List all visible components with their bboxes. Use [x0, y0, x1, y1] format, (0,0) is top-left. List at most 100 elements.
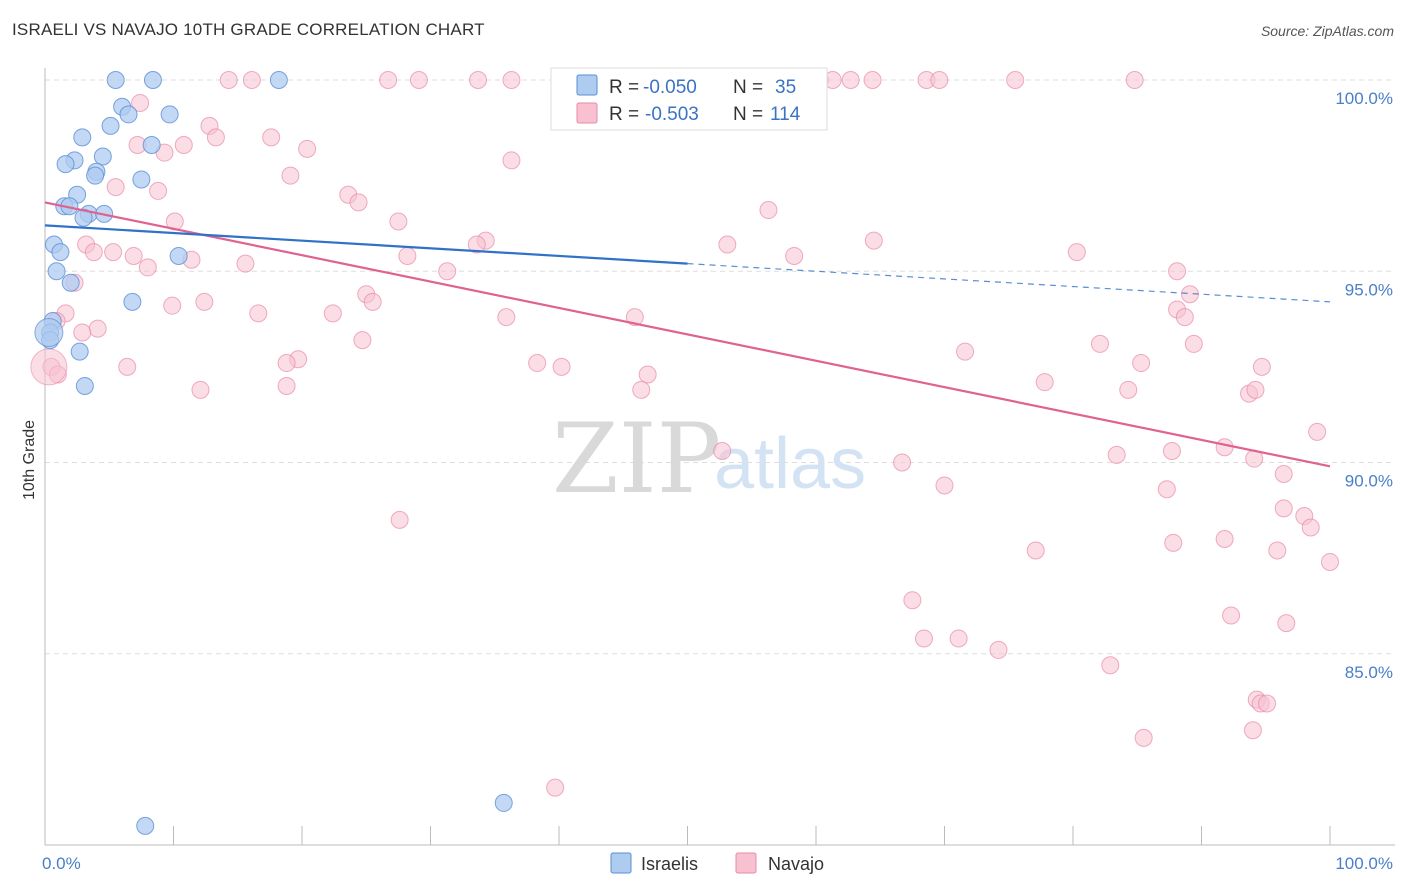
- y-tick-label: 85.0%: [1345, 663, 1393, 682]
- navajo-legend-swatch: [576, 102, 598, 124]
- navajo-point: [1067, 243, 1086, 262]
- israelis-point: [101, 116, 120, 135]
- navajo-point: [1175, 308, 1194, 327]
- navajo-point: [262, 128, 281, 147]
- navajo-point: [1006, 71, 1025, 89]
- navajo-point: [195, 292, 214, 311]
- israelis-r-value: -0.050: [643, 77, 697, 98]
- navajo-n-value: 114: [770, 104, 801, 125]
- grid-lines: [45, 79, 1395, 655]
- navajo-point: [1321, 552, 1339, 571]
- navajo-point: [632, 380, 651, 399]
- navajo-point: [281, 166, 300, 185]
- navajo-point: [1168, 262, 1187, 281]
- navajo-point: [84, 243, 103, 262]
- israelis-n-label: N =: [733, 77, 763, 98]
- navajo-point: [438, 262, 457, 281]
- navajo-point: [1246, 380, 1265, 399]
- navajo-point: [1184, 334, 1203, 353]
- israelis-trend-line: [44, 224, 688, 265]
- navajo-point: [1215, 530, 1234, 548]
- israelis-point: [75, 377, 94, 395]
- navajo-point: [863, 71, 882, 89]
- israelis-point: [73, 128, 92, 147]
- navajo-point: [219, 71, 238, 89]
- navajo-point: [118, 357, 137, 376]
- navajo-point: [1132, 354, 1151, 373]
- israelis-point: [93, 147, 112, 166]
- navajo-point: [1157, 480, 1176, 499]
- navajo-point: [1162, 442, 1181, 461]
- israelis-n-value: 35: [775, 77, 796, 98]
- israelis-point: [269, 71, 288, 89]
- navajo-trend-line: [44, 201, 1331, 468]
- navajo-point: [1107, 445, 1126, 464]
- navajo-point: [467, 235, 486, 254]
- navajo-point: [398, 246, 417, 265]
- navajo-point: [1125, 71, 1144, 89]
- israelis-point: [123, 292, 142, 311]
- navajo-point: [349, 193, 368, 212]
- navajo-point: [277, 377, 296, 395]
- navajo-point: [104, 243, 123, 262]
- israelis-points: [34, 71, 635, 835]
- navajo-point: [625, 308, 644, 327]
- navajo-point: [502, 71, 521, 89]
- israelis-trend-extension: [687, 263, 1331, 303]
- navajo-point: [935, 476, 954, 495]
- navajo-point: [409, 71, 428, 89]
- navajo-point: [949, 629, 968, 648]
- navajo-point: [353, 331, 372, 350]
- navajo-point: [638, 365, 657, 384]
- navajo-point: [930, 71, 949, 89]
- navajo-point: [1301, 518, 1320, 537]
- israelis-r-label: R =: [609, 77, 639, 98]
- israelis-point: [136, 816, 155, 835]
- navajo-bottom-swatch: [735, 852, 757, 874]
- israelis-point: [119, 105, 138, 124]
- israelis-point: [160, 105, 179, 124]
- navajo-point: [497, 308, 516, 327]
- navajo-r-value: -0.503: [645, 104, 699, 125]
- navajo-point: [389, 212, 408, 231]
- navajo-point: [1268, 541, 1287, 560]
- navajo-point: [956, 342, 975, 361]
- navajo-point: [1243, 721, 1262, 740]
- navajo-point: [528, 354, 547, 373]
- navajo-point: [1215, 438, 1234, 457]
- navajo-point: [893, 453, 912, 472]
- navajo-point: [242, 71, 261, 89]
- navajo-point: [1308, 422, 1327, 441]
- navajo-point: [718, 235, 737, 254]
- navajo-point: [1274, 499, 1293, 518]
- navajo-point: [174, 136, 193, 155]
- navajo-point: [469, 71, 488, 89]
- navajo-point: [390, 510, 409, 529]
- israelis-bottom-label: Israelis: [641, 854, 698, 874]
- israelis-point: [86, 166, 105, 185]
- navajo-point: [546, 778, 565, 797]
- israelis-legend-swatch: [576, 74, 598, 96]
- navajo-point: [138, 258, 157, 277]
- israelis-point: [143, 71, 162, 89]
- israelis-point: [494, 793, 513, 812]
- y-tick-label: 100.0%: [1335, 89, 1393, 108]
- x-tick-label: 0.0%: [42, 854, 81, 873]
- navajo-r-label: R =: [609, 104, 639, 125]
- navajo-point: [1101, 656, 1120, 675]
- tick-labels: 100.0% 95.0% 90.0% 85.0% 0.0% 100.0%: [42, 89, 1393, 873]
- israelis-point: [132, 170, 151, 189]
- israelis-point: [106, 71, 125, 89]
- trend-lines: [44, 201, 1331, 468]
- navajo-point: [785, 246, 804, 265]
- x-tick-label: 100.0%: [1335, 854, 1393, 873]
- israelis-point: [169, 246, 188, 265]
- navajo-point: [903, 591, 922, 610]
- stats-legend: R = -0.050 N = 35 R = -0.503 N = 114: [550, 67, 828, 131]
- navajo-point: [1119, 380, 1138, 399]
- navajo-point: [298, 139, 317, 158]
- navajo-point: [30, 348, 68, 386]
- navajo-point: [149, 181, 168, 200]
- watermark-atlas: atlas: [714, 424, 866, 504]
